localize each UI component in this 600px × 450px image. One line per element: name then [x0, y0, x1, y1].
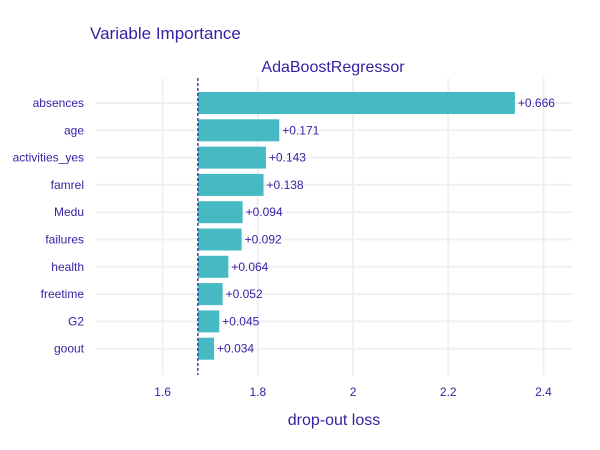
bar-goout [198, 338, 214, 360]
value-label: +0.045 [222, 314, 259, 328]
value-label: +0.094 [246, 205, 283, 219]
y-tick-label: freetime [41, 287, 85, 301]
y-tick-label: health [51, 260, 84, 274]
bar-G2 [198, 310, 219, 332]
y-tick-label: failures [45, 233, 84, 247]
grid-layer [96, 78, 572, 375]
chart-title: Variable Importance [90, 24, 241, 43]
bar-age [198, 119, 279, 141]
y-tick-label: goout [54, 342, 85, 356]
y-tick-label: Medu [54, 205, 84, 219]
chart-subtitle: AdaBoostRegressor [261, 59, 405, 76]
value-label: +0.034 [217, 342, 254, 356]
bar-famrel [198, 174, 264, 196]
x-axis-title: drop-out loss [288, 412, 381, 429]
x-tick-label: 1.6 [154, 385, 171, 399]
y-tick-label: famrel [51, 178, 84, 192]
value-label: +0.138 [267, 178, 304, 192]
x-tick-label: 2.2 [440, 385, 457, 399]
bar-activities_yes [198, 147, 266, 169]
bar-freetime [198, 283, 223, 305]
value-label: +0.064 [231, 260, 268, 274]
bar-failures [198, 229, 242, 251]
y-tick-label: G2 [68, 314, 84, 328]
x-tick-label: 2 [350, 385, 357, 399]
bar-absences [198, 92, 515, 114]
value-label: +0.143 [269, 151, 306, 165]
value-label: +0.092 [245, 233, 282, 247]
x-tick-label: 1.8 [249, 385, 266, 399]
bar-Medu [198, 201, 243, 223]
value-label: +0.171 [282, 123, 319, 137]
y-tick-label: age [64, 123, 84, 137]
y-tick-label: activities_yes [13, 151, 84, 165]
value-label: +0.052 [226, 287, 263, 301]
value-label: +0.666 [518, 96, 555, 110]
x-tick-label: 2.4 [535, 385, 552, 399]
labels-layer: 1.6 1.8 2 2.2 2.4 absences +0.666 age +0.171 acti… [13, 96, 556, 399]
y-tick-label: absences [33, 96, 84, 110]
bar-health [198, 256, 228, 278]
